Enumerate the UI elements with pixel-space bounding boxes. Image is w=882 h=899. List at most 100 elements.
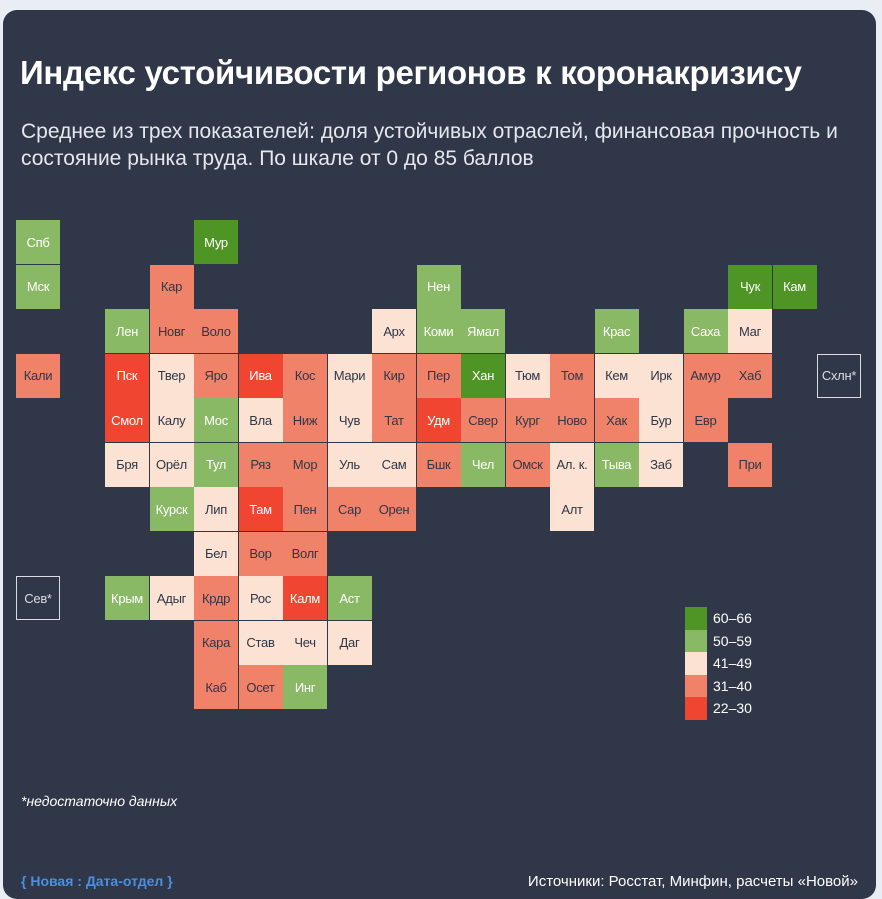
region-tile[interactable]: Бшк [416,442,461,487]
legend-label: 60–66 [713,610,752,626]
region-tile[interactable]: Орёл [149,442,194,487]
region-tile[interactable]: Пер [416,353,461,398]
region-tile[interactable]: Хак [594,398,639,442]
region-tile[interactable]: Хан [461,353,505,398]
brand-label[interactable]: { Новая : Дата-отдел } [21,873,173,889]
region-tile[interactable]: Мск [16,264,60,309]
region-tile[interactable]: Новг [149,309,194,353]
region-tile[interactable]: Чув [327,398,372,442]
region-tile[interactable]: Ниж [283,398,327,442]
region-tile[interactable]: Кам [772,264,817,309]
region-tile[interactable]: Мур [194,220,238,264]
region-tile[interactable]: Лип [194,487,238,531]
region-tile[interactable]: Бря [105,442,149,487]
region-tile[interactable]: Орен [372,487,416,531]
region-tile[interactable]: Тюм [505,353,550,398]
region-tile[interactable]: Адыг [149,576,194,620]
region-tile[interactable]: Лен [105,309,149,353]
legend-swatch [685,697,707,720]
region-tile[interactable]: Яро [194,353,238,398]
page-title: Индекс устойчивости регионов к коронакри… [20,54,802,91]
region-tile[interactable]: Бел [194,531,238,576]
region-tile[interactable]: Омск [505,442,550,487]
legend-swatch [685,652,707,675]
subtitle: Среднее из трех показателей: доля устойч… [21,120,838,171]
region-tile[interactable]: Даг [327,620,372,665]
region-tile[interactable]: Осет [238,665,283,709]
legend-swatch [685,607,707,630]
region-tile[interactable]: Мари [327,353,372,398]
region-tile[interactable]: Сев* [16,576,60,620]
region-tile[interactable]: Ямал [461,309,505,353]
region-tile[interactable]: Пск [105,353,149,398]
legend-label: 50–59 [713,632,752,649]
region-tile[interactable]: Удм [416,398,461,442]
region-tile[interactable]: Евр [683,398,728,442]
region-tile[interactable]: Бур [639,398,683,442]
region-tile[interactable]: Свер [461,398,505,442]
region-tile[interactable]: Воло [194,309,238,353]
region-tile[interactable]: Инг [283,665,327,709]
region-tile[interactable]: Тул [194,442,238,487]
region-tile[interactable]: Кар [149,264,194,309]
region-tile[interactable]: Вла [238,398,283,442]
region-tile[interactable]: Ново [550,398,594,442]
region-tile[interactable]: Кем [594,353,639,398]
region-tile[interactable]: Ал. к. [550,442,594,487]
legend-label: 22–30 [713,700,752,716]
region-tile[interactable]: Уль [327,442,372,487]
region-tile[interactable]: Нен [416,264,461,309]
region-tile[interactable]: Заб [639,442,683,487]
region-tile[interactable]: Рос [238,576,283,620]
region-tile[interactable]: Кург [505,398,550,442]
sources-label: Источники: Росстат, Минфин, расчеты «Нов… [527,873,858,890]
region-tile[interactable]: Аст [327,576,372,620]
region-tile[interactable]: Каб [194,665,238,709]
region-tile[interactable]: Хаб [728,353,772,398]
footnote: *недостаточно данных [21,793,178,809]
region-tile[interactable]: Калм [283,576,327,620]
region-tile[interactable]: Коми [416,309,461,353]
legend-label: 31–40 [713,677,752,694]
region-tile[interactable]: Алт [550,487,594,531]
region-tile[interactable]: Маг [728,309,772,353]
region-tile[interactable]: Сам [372,442,416,487]
region-tile[interactable]: При [728,442,772,487]
region-tile[interactable]: Тат [372,398,416,442]
region-tile[interactable]: Крым [105,576,149,620]
region-tile[interactable]: Вор [238,531,283,576]
region-tile[interactable]: Волг [283,531,327,576]
region-tile[interactable]: Схлн* [817,353,861,398]
legend-swatch [685,674,707,697]
region-tile[interactable]: Кир [372,353,416,398]
region-tile[interactable]: Сар [327,487,372,531]
region-tile[interactable]: Кара [194,620,238,665]
region-tile[interactable]: Мор [283,442,327,487]
region-tile[interactable]: Тыва [594,442,639,487]
legend-swatch [685,629,707,652]
region-tile[interactable]: Кали [16,353,60,398]
region-tile[interactable]: Крдр [194,576,238,620]
region-tile[interactable]: Чел [461,442,505,487]
region-tile[interactable]: Арх [372,309,416,353]
region-tile[interactable]: Амур [683,353,728,398]
region-tile[interactable]: Кос [283,353,327,398]
region-tile[interactable]: Ирк [639,353,683,398]
region-tile[interactable]: Крас [594,309,639,353]
region-tile[interactable]: Курск [149,487,194,531]
region-tile[interactable]: Смол [105,398,149,442]
region-tile[interactable]: Ива [238,353,283,398]
region-tile[interactable]: Твер [149,353,194,398]
region-tile[interactable]: Там [238,487,283,531]
region-tile[interactable]: Чук [728,264,772,309]
region-tile[interactable]: Чеч [283,620,327,665]
region-tile[interactable]: Том [550,353,594,398]
region-tile[interactable]: Саха [683,309,728,353]
region-tile[interactable]: Став [238,620,283,665]
region-tile[interactable]: Калу [149,398,194,442]
region-tile[interactable]: Ряз [238,442,283,487]
region-tile[interactable]: Пен [283,487,327,531]
region-tile[interactable]: Спб [16,220,60,264]
region-tile[interactable]: Мос [194,398,238,442]
legend-label: 41–49 [713,655,752,671]
